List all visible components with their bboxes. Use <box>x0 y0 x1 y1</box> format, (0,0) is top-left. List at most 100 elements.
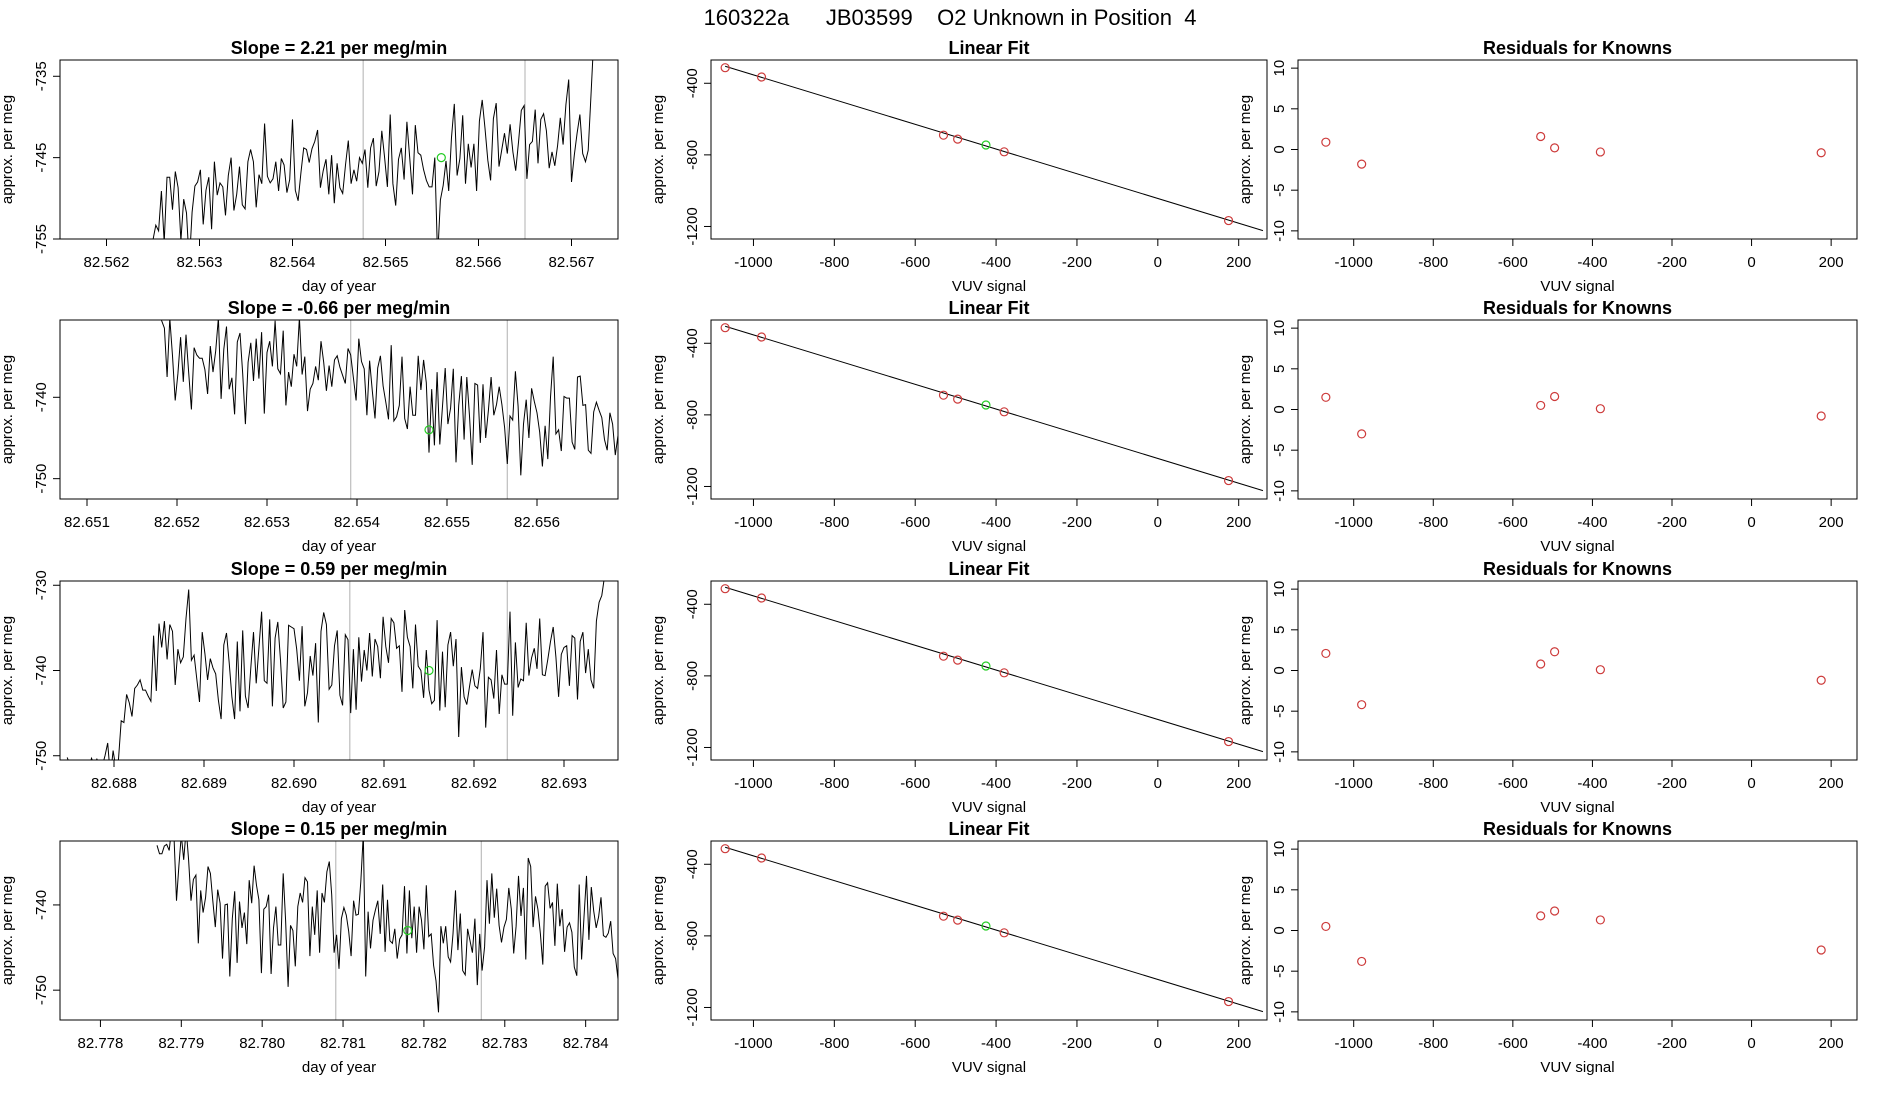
panel-timeseries-4: Slope = 0.15 per meg/min day of year appro… <box>0 819 619 1076</box>
y-tick-label: -730 <box>33 570 50 600</box>
known-point <box>999 407 1009 417</box>
fit-line <box>725 586 1264 753</box>
residual-point <box>1816 148 1826 158</box>
fit-line <box>725 846 1264 1013</box>
x-tick-label: 82.655 <box>424 514 470 531</box>
y-tick-label: -800 <box>684 140 701 170</box>
panel-title: Slope = 0.59 per meg/min <box>231 559 448 579</box>
plot-area <box>156 841 618 1020</box>
x-tick-label: -400 <box>1577 775 1607 792</box>
residual-point <box>1321 137 1331 147</box>
x-tick-label: 0 <box>1747 1035 1755 1052</box>
plot-area <box>720 844 1264 1013</box>
x-tick-label: -800 <box>1418 1035 1448 1052</box>
x-axis-label: VUV signal <box>1540 278 1614 295</box>
panel-fit-3: Linear Fit VUV signal approx. per meg -1000… <box>650 559 1268 816</box>
residual-point <box>1550 647 1560 657</box>
x-tick-label: -1000 <box>734 514 772 531</box>
x-tick-label: -200 <box>1062 254 1092 271</box>
y-tick-label: -400 <box>684 328 701 358</box>
x-tick-label: 200 <box>1226 254 1251 271</box>
y-tick-label: -5 <box>1271 444 1288 457</box>
x-tick-label: -400 <box>1577 1035 1607 1052</box>
y-axis-label: approx. per meg <box>1237 616 1254 725</box>
x-tick-label: 200 <box>1819 775 1844 792</box>
x-tick-label: 82.781 <box>320 1035 366 1052</box>
plot-frame <box>59 59 619 240</box>
series-line <box>152 60 594 239</box>
x-tick-label: -600 <box>1498 254 1528 271</box>
panel-residuals-2: Residuals for Knowns VUV signal approx. pe… <box>1237 298 1858 555</box>
y-tick-label: 5 <box>1271 886 1288 894</box>
plot-area <box>1321 391 1826 439</box>
x-tick-label: -200 <box>1062 775 1092 792</box>
known-point <box>999 668 1009 678</box>
plot-area <box>720 63 1264 232</box>
residual-point <box>1595 915 1605 925</box>
known-point <box>756 332 767 342</box>
y-tick-label: -750 <box>33 975 50 1005</box>
x-tick-label: -600 <box>900 514 930 531</box>
x-axis-label: day of year <box>302 799 376 816</box>
x-tick-label: 200 <box>1226 775 1251 792</box>
known-point <box>953 134 963 144</box>
x-tick-label: 82.565 <box>363 254 409 271</box>
residual-point <box>1550 906 1560 916</box>
residual-point <box>1357 159 1367 169</box>
x-tick-label: 0 <box>1154 1035 1162 1052</box>
y-tick-label: 5 <box>1271 626 1288 634</box>
x-tick-label: -800 <box>819 775 849 792</box>
known-point <box>1223 215 1234 226</box>
x-tick-label: 82.784 <box>563 1035 609 1052</box>
y-tick-label: 10 <box>1271 60 1288 77</box>
series-line <box>160 320 618 476</box>
panel-timeseries-3: Slope = 0.59 per meg/min day of year appro… <box>0 559 619 816</box>
unknown-point <box>981 921 991 931</box>
y-tick-label: -1200 <box>684 467 701 505</box>
x-axis-label: VUV signal <box>1540 1059 1614 1076</box>
y-tick-label: -755 <box>33 224 50 254</box>
panel-title: Slope = 2.21 per meg/min <box>231 38 448 58</box>
x-axis-label: VUV signal <box>952 799 1026 816</box>
x-tick-label: -400 <box>981 1035 1011 1052</box>
plot-frame <box>710 840 1268 1021</box>
y-tick-label: -750 <box>33 464 50 494</box>
residual-point <box>1595 147 1605 157</box>
x-tick-label: 82.566 <box>456 254 502 271</box>
y-tick-label: -740 <box>33 655 50 685</box>
x-axis-label: VUV signal <box>1540 538 1614 555</box>
figure-title: 160322a JB03599 O2 Unknown in Position 4 <box>704 5 1197 30</box>
panel-title: Slope = -0.66 per meg/min <box>228 298 451 318</box>
x-tick-label: -400 <box>981 775 1011 792</box>
x-tick-label: -200 <box>1657 254 1687 271</box>
plot-area <box>152 60 594 239</box>
plot-frame <box>710 319 1268 500</box>
y-tick-label: -1200 <box>684 988 701 1026</box>
known-point <box>1223 736 1234 747</box>
x-tick-label: 200 <box>1226 1035 1251 1052</box>
known-point <box>720 844 730 854</box>
residual-point <box>1321 921 1331 932</box>
x-tick-label: -600 <box>900 254 930 271</box>
known-point <box>953 915 963 925</box>
plot-area <box>160 320 618 499</box>
x-tick-label: 0 <box>1154 514 1162 531</box>
y-tick-label: -800 <box>684 921 701 951</box>
plot-area <box>66 581 605 760</box>
residual-point <box>1321 392 1331 402</box>
unknown-point <box>424 665 434 676</box>
x-tick-label: 82.778 <box>77 1035 123 1052</box>
residual-point <box>1357 956 1367 967</box>
plot-frame <box>1297 840 1858 1021</box>
fit-line <box>725 65 1264 232</box>
panel-fit-4: Linear Fit VUV signal approx. per meg -1000… <box>650 819 1268 1076</box>
x-tick-label: -1000 <box>1335 514 1373 531</box>
x-axis-label: VUV signal <box>1540 799 1614 816</box>
y-tick-label: -400 <box>684 849 701 879</box>
residual-point <box>1536 911 1546 921</box>
unknown-point <box>981 661 991 671</box>
x-tick-label: 82.567 <box>549 254 595 271</box>
x-tick-label: -400 <box>981 254 1011 271</box>
x-axis-label: day of year <box>302 1059 376 1076</box>
